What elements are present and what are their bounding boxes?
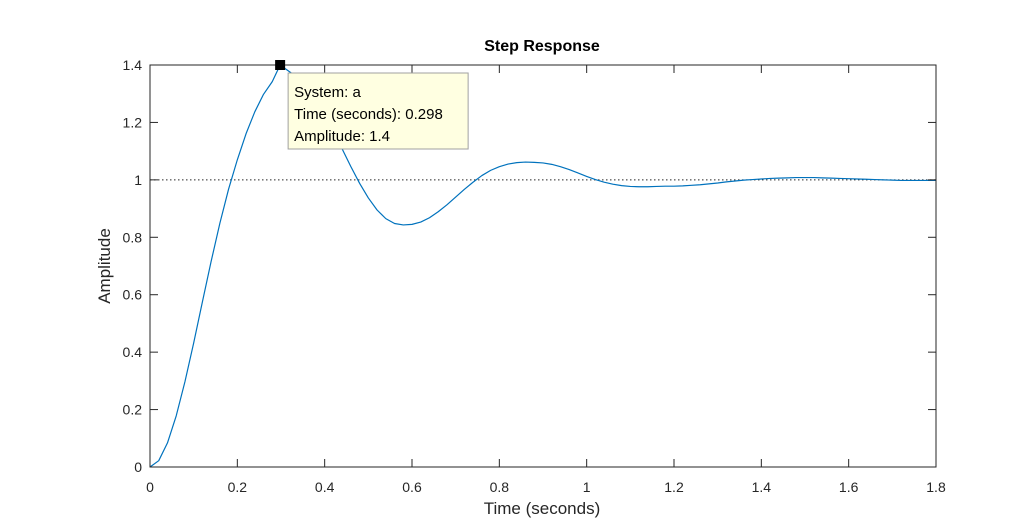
x-tick-label: 1.2 — [664, 479, 684, 495]
data-tip-line: Amplitude: 1.4 — [294, 128, 390, 145]
x-tick-label: 1.6 — [839, 479, 859, 495]
y-tick-label: 0.2 — [123, 402, 143, 418]
y-tick-label: 1.4 — [123, 57, 143, 73]
y-tick-label: 0.8 — [123, 229, 143, 245]
y-tick-label: 0 — [134, 459, 142, 475]
y-tick-label: 1 — [134, 172, 142, 188]
data-tip-marker[interactable] — [275, 60, 286, 70]
data-tip-box — [287, 72, 469, 150]
x-axis-label: Time (seconds) — [484, 499, 601, 518]
x-tick-label: 1.8 — [926, 479, 946, 495]
x-tick-label: 0.6 — [402, 479, 422, 495]
y-tick-label: 1.2 — [123, 114, 143, 130]
x-tick-label: 0.2 — [228, 479, 248, 495]
x-tick-label: 0.8 — [490, 479, 510, 495]
y-tick-label: 0.4 — [123, 344, 143, 360]
x-tick-label: 1 — [583, 479, 591, 495]
y-axis-label: Amplitude — [95, 228, 114, 304]
chart-title: Step Response — [484, 38, 600, 55]
x-tick-label: 1.4 — [752, 479, 772, 495]
axes-box — [149, 64, 937, 468]
data-tip[interactable]: System: a Time (seconds): 0.298 Amplitude:… — [275, 60, 469, 150]
data-tip-line: System: a — [294, 84, 361, 101]
plot-area[interactable] — [149, 64, 936, 468]
axes: 0 0.2 0.4 0.6 0.8 1 1.2 1.4 1.6 1.8 0 0.2 0.4 0.6 0.8 1… — [123, 57, 946, 495]
data-tip-line: Time (seconds): 0.298 — [294, 106, 443, 123]
y-tick-label: 0.6 — [123, 287, 143, 303]
x-tick-label: 0.4 — [315, 479, 335, 495]
x-tick-label: 0 — [146, 479, 154, 495]
plot-background — [150, 65, 936, 467]
